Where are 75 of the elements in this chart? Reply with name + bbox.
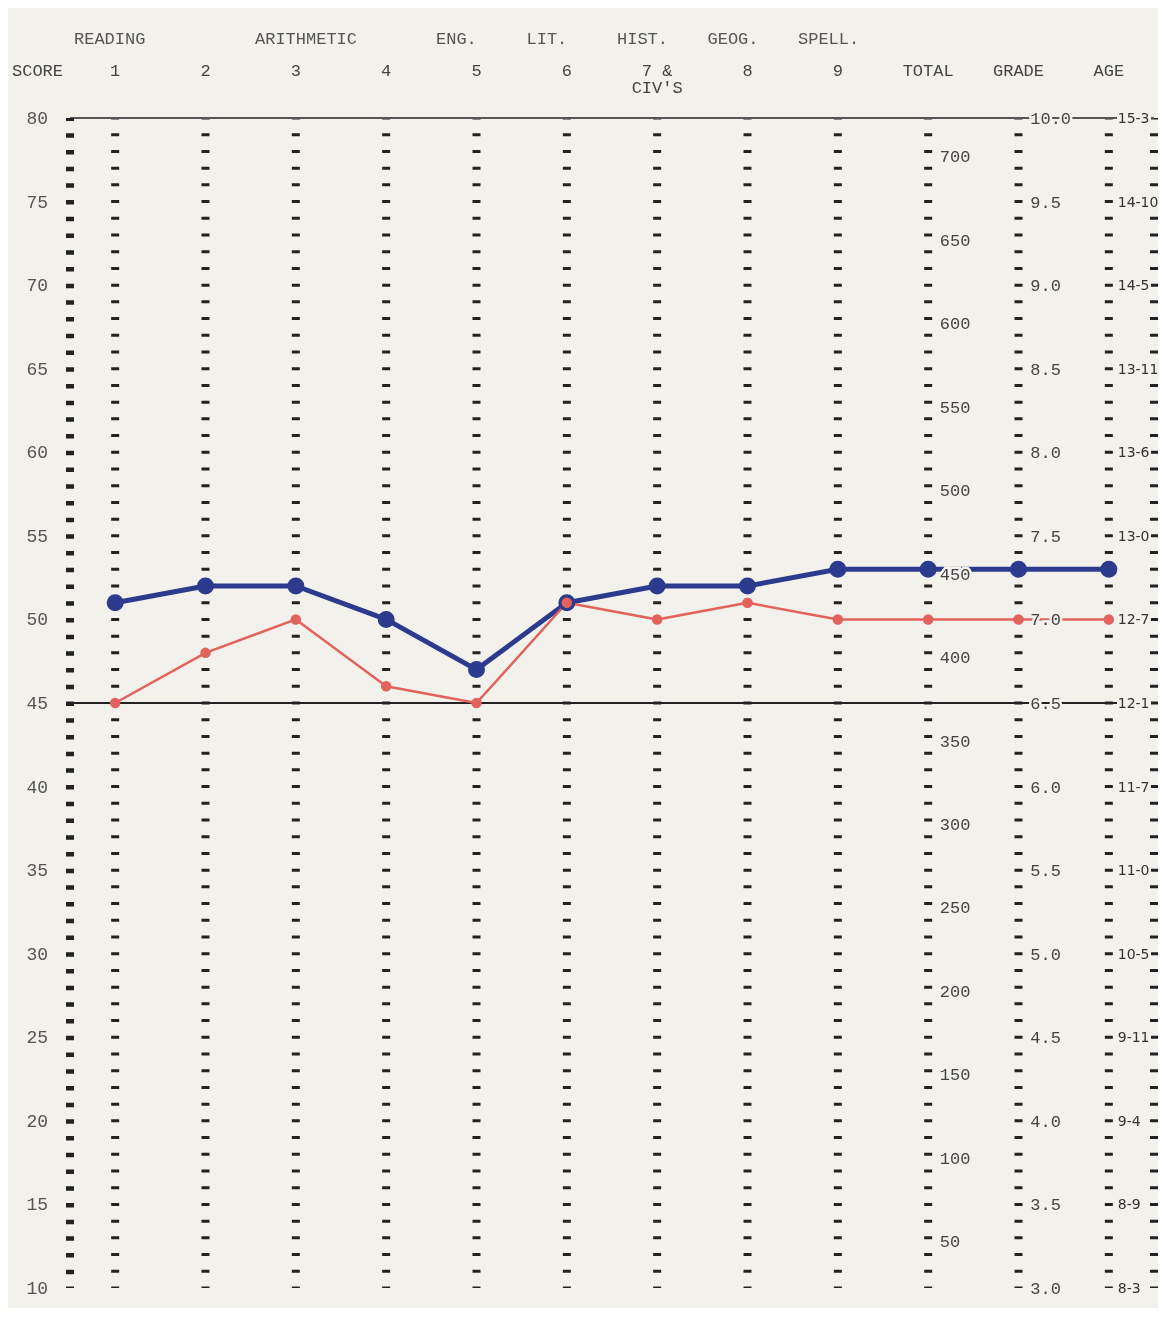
x-tick-label: 8: [742, 62, 753, 81]
annotation: 11-0: [1116, 860, 1151, 881]
y2-tick-label: 300: [939, 816, 971, 836]
text: GEOG.: [707, 30, 759, 49]
x-tick-label: 4: [381, 62, 392, 81]
y-tick-label: 50: [26, 610, 48, 631]
y-tick-label: 65: [26, 359, 48, 380]
y3-tick-label: 9.0: [1030, 277, 1061, 297]
y2-tick-label: 100: [939, 1149, 971, 1169]
y-tick-label: 35: [26, 861, 48, 882]
y-axis-title: SCORE: [12, 62, 64, 81]
x-tick-label: AGE: [1093, 62, 1125, 81]
x-tick-label: 3: [290, 62, 301, 81]
x-tick-label: 6: [561, 62, 572, 81]
y-tick-label: 80: [26, 109, 48, 129]
annotation: 13-11: [1116, 358, 1160, 379]
y2-tick-label: 200: [939, 982, 971, 1002]
y-tick-label: 10: [26, 1279, 48, 1299]
y-tick-label: 60: [26, 443, 48, 464]
y-tick-label: 70: [26, 276, 48, 297]
y3-tick-label: 4.5: [1030, 1029, 1061, 1049]
annotation: 13-0: [1116, 525, 1151, 546]
annotation: 8-3: [1116, 1278, 1142, 1298]
y2-tick-label: 700: [939, 148, 971, 168]
text: LIT.: [526, 30, 568, 49]
y3-tick-label: 7.5: [1030, 527, 1061, 547]
annotation: 14-5: [1116, 275, 1151, 296]
text: HIST.: [617, 30, 669, 49]
x-tick-label: 2: [200, 62, 211, 81]
text: ENG.: [436, 30, 477, 49]
y3-tick-label: 9.5: [1030, 193, 1061, 213]
y2-tick-label: 650: [939, 231, 971, 251]
y-tick-label: 40: [26, 777, 48, 798]
x-tick-label: 7 & CIV'S: [631, 62, 683, 98]
y3-tick-label: 3.0: [1030, 1280, 1061, 1299]
y2-tick-label: 400: [939, 649, 971, 669]
y3-tick-label: 3.5: [1030, 1196, 1061, 1216]
annotation: 10-5: [1116, 943, 1151, 964]
text: ARITHMETIC: [255, 30, 358, 49]
annotation: 9-11: [1116, 1027, 1151, 1048]
annotation: 9-4: [1116, 1110, 1142, 1131]
y-tick-label: 25: [26, 1028, 48, 1049]
y3-tick-label: 5.0: [1030, 945, 1061, 965]
annotation: 12-7: [1116, 609, 1151, 630]
annotation: 12-1: [1116, 693, 1151, 713]
y2-tick-label: 550: [939, 398, 971, 418]
y-tick-label: 30: [26, 944, 48, 965]
x-tick-label: 9: [832, 62, 843, 81]
y3-tick-label: 4.0: [1030, 1112, 1061, 1132]
annotation: 14-10: [1116, 191, 1160, 212]
x-tick-label: GRADE: [992, 62, 1045, 81]
annotation: 8-9: [1116, 1194, 1142, 1215]
y-tick-label: 75: [26, 192, 48, 213]
x-tick-label: TOTAL: [902, 62, 954, 81]
x-tick-label: 5: [471, 62, 482, 81]
y2-tick-label: 350: [939, 732, 971, 752]
x-tick-label: 1: [110, 62, 121, 81]
text: SPELL.: [798, 30, 860, 49]
annotation: 11-7: [1116, 776, 1151, 797]
y2-tick-label: 50: [939, 1233, 961, 1253]
text: READING: [74, 30, 146, 49]
y2-tick-label: 250: [939, 899, 971, 919]
y-tick-label: 55: [26, 526, 48, 547]
y3-tick-label: 5.5: [1030, 862, 1061, 882]
annotation: 15-3: [1116, 108, 1151, 128]
y2-tick-label: 150: [939, 1066, 971, 1086]
y-tick-label: 15: [26, 1195, 48, 1216]
y3-tick-label: 8.0: [1030, 444, 1061, 464]
y3-tick-label: 6.0: [1030, 778, 1061, 798]
y2-tick-label: 500: [939, 482, 971, 502]
y-tick-label: 45: [26, 694, 48, 714]
annotation: 13-6: [1116, 442, 1151, 463]
y3-tick-label: 8.5: [1030, 360, 1061, 380]
y-tick-label: 20: [26, 1111, 48, 1132]
y2-tick-label: 600: [939, 315, 971, 335]
